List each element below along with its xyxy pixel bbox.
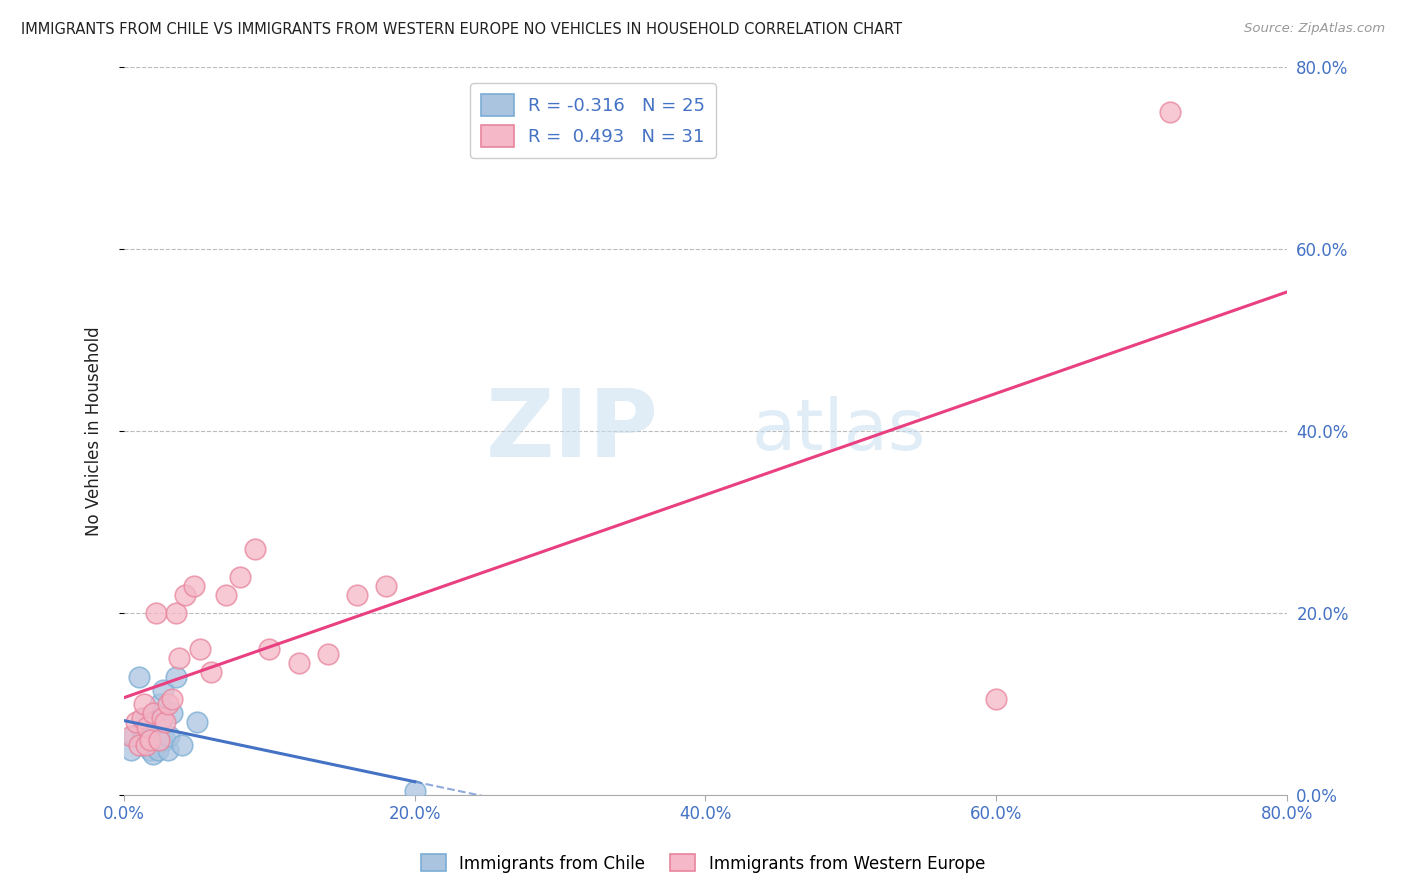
Point [134,697,156,711]
Point [142,747,165,761]
Point [139,742,162,756]
Point [146,742,169,756]
Point [186,715,208,730]
Point [156,697,179,711]
Point [150,711,173,725]
Point [165,670,187,684]
Point [316,647,339,661]
Point [131,724,153,739]
Point [136,720,159,734]
Point [128,738,150,752]
Point [160,692,183,706]
Point [125,715,148,730]
Text: Source: ZipAtlas.com: Source: ZipAtlas.com [1244,22,1385,36]
Point [183,579,205,593]
Point [229,569,252,583]
Point [188,642,211,657]
Point [135,711,157,725]
Point [135,738,157,752]
Point [259,642,281,657]
Point [984,692,1007,706]
Point [287,656,309,670]
Point [1159,105,1181,120]
Point [169,651,191,665]
Point [120,742,142,756]
Point [128,670,150,684]
Point [148,729,170,743]
Point [149,697,172,711]
Point [124,729,146,743]
Point [157,729,180,743]
Legend: Immigrants from Chile, Immigrants from Western Europe: Immigrants from Chile, Immigrants from W… [415,847,991,880]
Text: IMMIGRANTS FROM CHILE VS IMMIGRANTS FROM WESTERN EUROPE NO VEHICLES IN HOUSEHOLD: IMMIGRANTS FROM CHILE VS IMMIGRANTS FROM… [21,22,903,37]
Point [148,733,170,747]
Point [174,588,197,602]
Point [152,683,174,698]
Point [165,606,187,620]
Point [139,733,162,747]
Point [136,720,159,734]
Point [132,733,155,747]
Legend: R = -0.316   N = 25, R =  0.493   N = 31: R = -0.316 N = 25, R = 0.493 N = 31 [470,83,716,158]
Point [153,733,176,747]
Point [200,665,222,680]
Point [145,715,167,730]
Point [153,715,176,730]
Point [374,579,396,593]
Y-axis label: No Vehicles in Household: No Vehicles in Household [86,326,103,535]
Point [141,724,163,739]
Point [131,711,153,725]
Point [243,542,266,557]
Text: ZIP: ZIP [486,384,659,477]
Point [138,733,160,747]
Point [120,729,142,743]
Text: atlas: atlas [752,396,927,466]
Point [156,742,179,756]
Point [160,706,183,720]
Point [142,706,165,720]
Point [172,738,194,752]
Point [404,783,426,797]
Point [215,588,238,602]
Point [145,606,167,620]
Point [143,706,166,720]
Point [346,588,368,602]
